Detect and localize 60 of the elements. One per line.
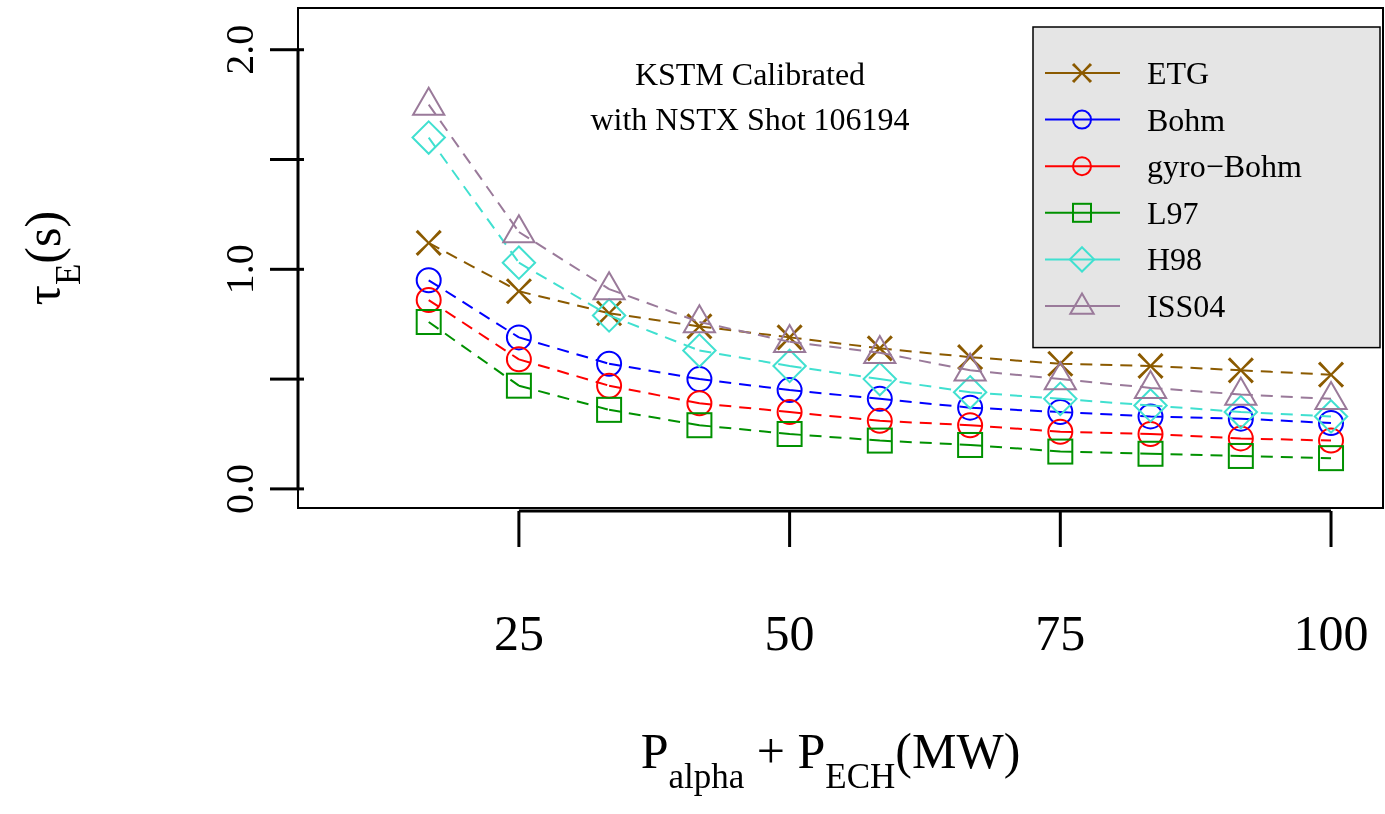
point — [866, 385, 893, 412]
x-tick-label: 75 — [1035, 605, 1086, 661]
point — [505, 324, 532, 351]
legend-label: ETG — [1147, 55, 1210, 91]
point — [866, 407, 893, 434]
legend-label: ISS04 — [1147, 288, 1226, 324]
point — [776, 377, 803, 404]
point — [957, 412, 984, 439]
point — [1043, 381, 1078, 417]
point — [1137, 352, 1164, 380]
point — [1133, 388, 1168, 423]
legend-label: Bohm — [1147, 101, 1226, 138]
x-tick-label: 100 — [1293, 605, 1369, 661]
point — [772, 348, 807, 384]
y-tick-label: 0.0 — [217, 463, 262, 514]
point — [686, 390, 713, 417]
point — [686, 366, 713, 393]
point — [952, 375, 988, 410]
x-tick-label: 50 — [764, 605, 815, 661]
annotation: KSTM Calibrated with NSTX Shot 106194 — [590, 56, 910, 137]
point — [596, 372, 623, 399]
point — [596, 396, 623, 423]
point — [682, 333, 717, 368]
point — [1223, 394, 1259, 430]
x-tick-label: 25 — [493, 605, 544, 661]
point — [1137, 421, 1164, 447]
point — [411, 120, 446, 155]
point — [415, 309, 442, 336]
point — [501, 245, 537, 280]
point — [596, 350, 623, 377]
point — [1047, 438, 1074, 465]
point — [1227, 425, 1254, 452]
point — [1227, 357, 1254, 384]
point — [957, 431, 984, 458]
point — [1313, 399, 1349, 434]
point — [591, 298, 627, 333]
point — [415, 287, 442, 314]
point — [1318, 445, 1345, 472]
point — [862, 361, 898, 397]
point — [505, 372, 532, 399]
y-tick-label: 2.0 — [217, 24, 262, 75]
point — [505, 346, 532, 373]
point — [957, 394, 984, 421]
legend-label: gyro−Bohm — [1147, 148, 1303, 185]
y-tick-label: 1.0 — [217, 244, 262, 295]
point — [505, 278, 532, 305]
point — [415, 229, 442, 257]
point — [686, 412, 713, 439]
point — [776, 421, 803, 447]
point — [1318, 427, 1345, 454]
point — [1137, 440, 1164, 467]
point — [1317, 361, 1345, 388]
point — [1047, 418, 1074, 445]
point — [866, 427, 893, 454]
point — [1227, 442, 1254, 469]
legend-label: H98 — [1147, 241, 1203, 278]
x-axis-title: P$_{alpha}$ + P$_{ECH}$(MW) — [640, 723, 1021, 796]
point — [776, 399, 803, 426]
point — [415, 267, 442, 294]
legend-label: L97 — [1147, 194, 1199, 231]
